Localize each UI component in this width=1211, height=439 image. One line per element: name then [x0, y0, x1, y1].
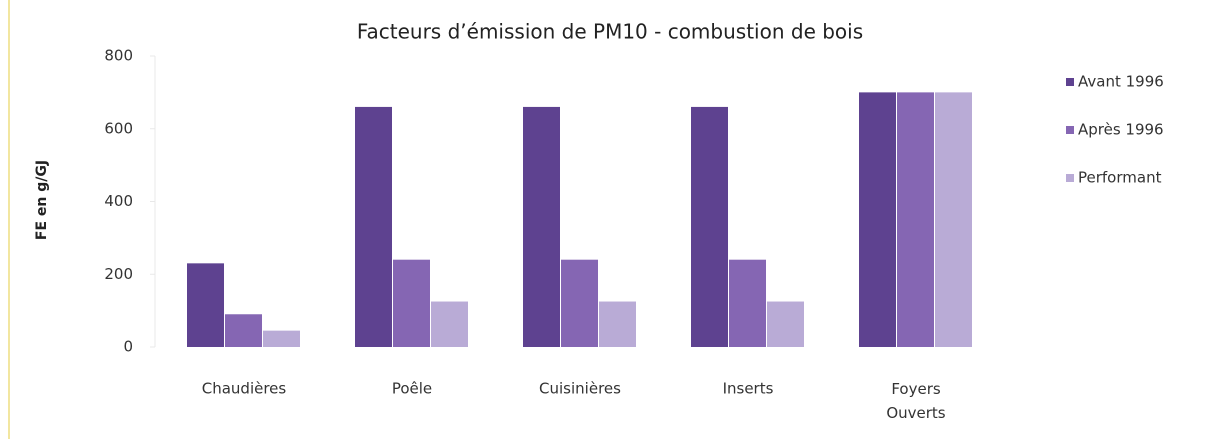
bar	[523, 106, 560, 347]
bar	[691, 106, 728, 347]
chart-title: Facteurs d’émission de PM10 - combustion…	[357, 20, 863, 44]
legend-label: Après 1996	[1078, 121, 1164, 139]
bar	[897, 92, 934, 347]
bar	[431, 301, 468, 347]
legend-label: Performant	[1078, 169, 1162, 187]
x-tick-label: Inserts	[723, 380, 774, 398]
bar	[225, 314, 262, 347]
bar	[355, 106, 392, 347]
y-tick-label: 0	[123, 338, 133, 356]
y-tick-label: 800	[104, 47, 133, 65]
x-tick-label: Poêle	[392, 380, 432, 398]
x-tick-label: Cuisinières	[539, 380, 621, 398]
legend-swatch	[1066, 126, 1074, 134]
x-tick-label: Foyers Ouverts	[886, 380, 945, 422]
y-tick-label: 600	[104, 119, 133, 137]
legend-swatch	[1066, 174, 1074, 182]
bar	[187, 263, 224, 347]
bar	[599, 301, 636, 347]
y-tick-label: 200	[104, 265, 133, 283]
legend-swatch	[1066, 78, 1074, 86]
bar	[561, 259, 598, 347]
bar	[935, 92, 972, 347]
bar	[263, 330, 300, 347]
bar	[767, 301, 804, 347]
bar	[859, 92, 896, 347]
y-axis-label: FE en g/GJ	[34, 160, 50, 240]
bar	[393, 259, 430, 347]
y-tick-label: 400	[104, 192, 133, 210]
bar	[729, 259, 766, 347]
x-tick-label: Chaudières	[202, 380, 287, 398]
legend-label: Avant 1996	[1078, 73, 1164, 91]
